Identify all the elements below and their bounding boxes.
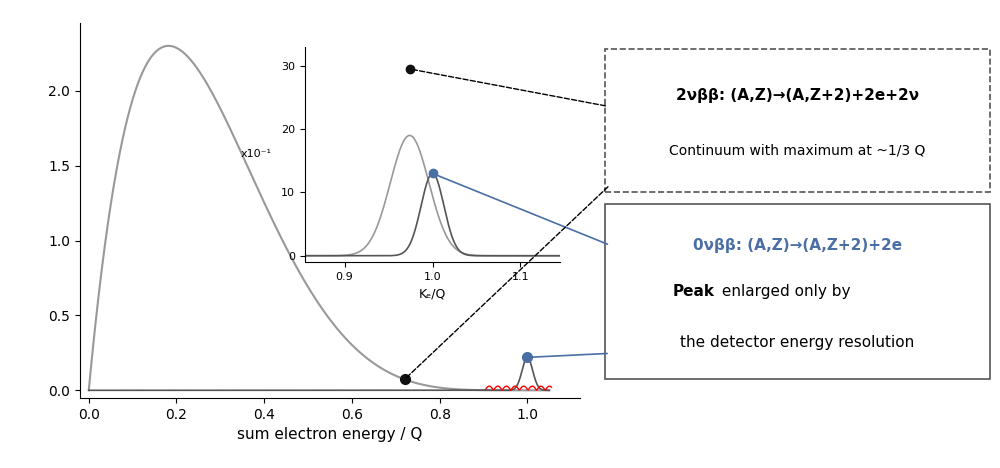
FancyBboxPatch shape xyxy=(605,49,990,192)
Text: 2νββ: (A,Z)→(A,Z+2)+2e+2ν: 2νββ: (A,Z)→(A,Z+2)+2e+2ν xyxy=(676,88,919,103)
Text: enlarged only by: enlarged only by xyxy=(717,284,850,299)
Text: Peak: Peak xyxy=(673,284,715,299)
X-axis label: sum electron energy / Q: sum electron energy / Q xyxy=(237,427,423,442)
Text: the detector energy resolution: the detector energy resolution xyxy=(680,335,915,350)
Y-axis label: x10⁻¹: x10⁻¹ xyxy=(241,149,272,160)
X-axis label: Kₑ/Q: Kₑ/Q xyxy=(419,287,446,300)
FancyBboxPatch shape xyxy=(605,204,990,379)
Text: Continuum with maximum at ~1/3 Q: Continuum with maximum at ~1/3 Q xyxy=(669,144,926,158)
Text: 0νββ: (A,Z)→(A,Z+2)+2e: 0νββ: (A,Z)→(A,Z+2)+2e xyxy=(693,238,902,253)
